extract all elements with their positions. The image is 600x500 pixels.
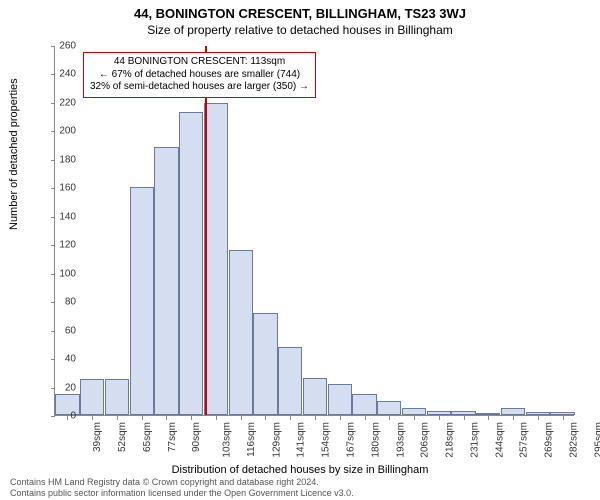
xtick-label: 77sqm	[167, 422, 178, 452]
xtick-label: 116sqm	[246, 422, 257, 457]
ytick-label: 180	[46, 154, 76, 165]
xtick-line	[488, 416, 489, 420]
xtick-line	[340, 416, 341, 420]
ytick-label: 200	[46, 126, 76, 137]
ytick-label: 100	[46, 268, 76, 279]
histogram-bar	[501, 408, 525, 415]
ytick-label: 220	[46, 97, 76, 108]
xtick-line	[166, 416, 167, 420]
page-subtitle: Size of property relative to detached ho…	[0, 21, 600, 39]
histogram-bar	[229, 250, 253, 415]
histogram-bar	[352, 394, 376, 415]
xtick-label: 39sqm	[92, 422, 103, 452]
plot-region: 44 BONINGTON CRESCENT: 113sqm← 67% of de…	[54, 46, 574, 416]
xtick-label: 129sqm	[271, 422, 282, 458]
xtick-line	[191, 416, 192, 420]
xtick-label: 282sqm	[568, 422, 579, 458]
ytick-label: 140	[46, 211, 76, 222]
histogram-bar	[303, 378, 327, 415]
xtick-line	[464, 416, 465, 420]
histogram-bar	[179, 112, 203, 415]
annotation-line: 44 BONINGTON CRESCENT: 113sqm	[90, 56, 309, 69]
xtick-label: 180sqm	[370, 422, 381, 458]
annotation-box: 44 BONINGTON CRESCENT: 113sqm← 67% of de…	[83, 52, 316, 98]
histogram-bar	[204, 103, 228, 415]
xtick-line	[241, 416, 242, 420]
ytick-label: 120	[46, 240, 76, 251]
xtick-line	[315, 416, 316, 420]
histogram-bar	[427, 411, 451, 415]
xtick-line	[414, 416, 415, 420]
ytick-label: 0	[46, 411, 76, 422]
footer-attribution: Contains HM Land Registry data © Crown c…	[10, 477, 354, 498]
histogram-bar	[105, 379, 129, 415]
marker-line	[205, 46, 207, 415]
xtick-line	[365, 416, 366, 420]
histogram-bar	[154, 147, 178, 415]
xtick-label: 141sqm	[296, 422, 307, 458]
histogram-bar	[130, 187, 154, 415]
xtick-label: 167sqm	[346, 422, 357, 458]
chart-area: 44 BONINGTON CRESCENT: 113sqm← 67% of de…	[54, 46, 574, 416]
chart-container: 44, BONINGTON CRESCENT, BILLINGHAM, TS23…	[0, 0, 600, 500]
ytick-label: 40	[46, 354, 76, 365]
xtick-label: 193sqm	[395, 422, 406, 458]
xtick-line	[142, 416, 143, 420]
xtick-label: 52sqm	[117, 422, 128, 452]
xtick-label: 257sqm	[519, 422, 530, 458]
xtick-label: 218sqm	[445, 422, 456, 458]
xtick-line	[92, 416, 93, 420]
histogram-bar	[80, 379, 104, 415]
xtick-label: 244sqm	[494, 422, 505, 458]
histogram-bar	[328, 384, 352, 415]
xtick-label: 206sqm	[420, 422, 431, 458]
histogram-bar	[402, 408, 426, 415]
xtick-line	[538, 416, 539, 420]
ytick-label: 240	[46, 69, 76, 80]
y-axis-label: Number of detached properties	[8, 78, 20, 230]
annotation-line: ← 67% of detached houses are smaller (74…	[90, 69, 309, 82]
xtick-line	[117, 416, 118, 420]
histogram-bar	[451, 411, 475, 415]
ytick-label: 160	[46, 183, 76, 194]
histogram-bar	[253, 313, 277, 415]
xtick-label: 103sqm	[222, 422, 233, 458]
xtick-line	[389, 416, 390, 420]
xtick-line	[513, 416, 514, 420]
footer-line-1: Contains HM Land Registry data © Crown c…	[10, 477, 354, 487]
xtick-line	[290, 416, 291, 420]
ytick-label: 60	[46, 325, 76, 336]
xtick-label: 65sqm	[142, 422, 153, 452]
histogram-bar	[476, 413, 500, 415]
footer-line-2: Contains public sector information licen…	[10, 488, 354, 498]
page-title: 44, BONINGTON CRESCENT, BILLINGHAM, TS23…	[0, 0, 600, 21]
xtick-line	[563, 416, 564, 420]
ytick-label: 80	[46, 297, 76, 308]
histogram-bar	[278, 347, 302, 415]
histogram-bar	[550, 412, 574, 415]
histogram-bar	[526, 412, 550, 415]
xtick-label: 269sqm	[544, 422, 555, 458]
xtick-label: 295sqm	[593, 422, 600, 458]
xtick-line	[265, 416, 266, 420]
xtick-label: 231sqm	[469, 422, 480, 458]
ytick-label: 20	[46, 382, 76, 393]
ytick-label: 260	[46, 41, 76, 52]
annotation-line: 32% of semi-detached houses are larger (…	[90, 81, 309, 94]
xtick-line	[216, 416, 217, 420]
xtick-label: 154sqm	[321, 422, 332, 458]
xtick-line	[439, 416, 440, 420]
x-axis-label: Distribution of detached houses by size …	[0, 464, 600, 476]
histogram-bar	[377, 401, 401, 415]
xtick-label: 90sqm	[191, 422, 202, 452]
